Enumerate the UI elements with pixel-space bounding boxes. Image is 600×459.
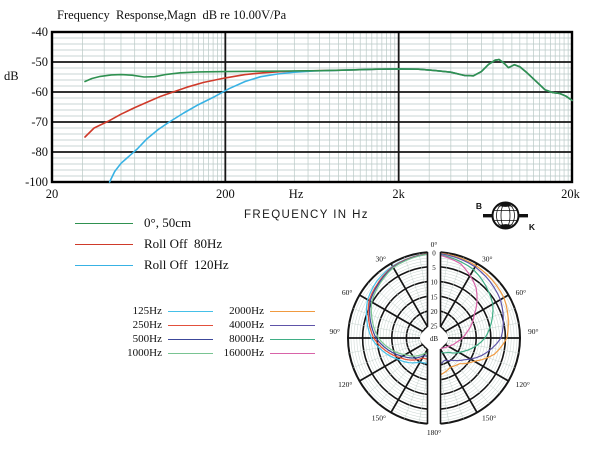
polar-pattern-plot: 0 5 10 15 20 25 dB 0° 180° 30° 30° 60° 60° 90° 90° 120°… <box>330 240 539 437</box>
polar-spoke-minor <box>443 282 501 330</box>
polar-spoke-minor <box>367 282 425 330</box>
y-tick-label: -100 <box>25 175 48 189</box>
polar-angle-label: 30° <box>482 254 493 263</box>
polar-spoke-major <box>439 263 478 328</box>
bk-logo-globe <box>491 201 520 230</box>
y-tick-label: -60 <box>31 85 48 99</box>
y-axis-unit-label: dB <box>4 69 19 83</box>
polar-curve-2000hz <box>433 252 509 378</box>
polar-radial-tick-label: 0 <box>432 250 436 258</box>
polar-radial-tick-label: 5 <box>432 264 436 272</box>
response-curve-0-50cm <box>84 58 573 102</box>
polar-spoke-minor <box>353 308 422 334</box>
polar-center-label: dB <box>430 335 439 343</box>
polar-angle-label: 180° <box>427 428 441 437</box>
polar-angle-label: 0° <box>431 240 438 249</box>
bk-logo-letter-k: K <box>529 222 536 232</box>
y-tick-label: -50 <box>31 55 48 69</box>
polar-legend-swatch-line <box>270 311 315 312</box>
polar-spoke-major <box>444 343 509 382</box>
frequency-chart-grid <box>50 30 574 184</box>
polar-spoke-major <box>390 263 429 328</box>
polar-angle-label: 30° <box>376 254 387 263</box>
polar-legend-label: 125Hz <box>132 305 162 317</box>
polar-radial-tick-label: 15 <box>431 293 439 301</box>
polar-angle-label: 120° <box>516 380 530 389</box>
polar-legend-label: 2000Hz <box>229 305 264 317</box>
polar-spoke-minor <box>349 340 422 354</box>
polar-legend-swatch-line <box>270 339 315 340</box>
polar-spoke-major <box>439 348 478 413</box>
polar-spoke-minor <box>443 346 501 394</box>
polar-legend-swatch-line <box>168 325 213 326</box>
legend-label: Roll Off 120Hz <box>144 257 229 272</box>
polar-spoke-minor <box>438 257 464 326</box>
legend-swatch-line <box>75 223 133 224</box>
polar-angle-label: 150° <box>372 414 386 423</box>
bk-logo-south-cap <box>500 224 511 228</box>
polar-legend-label: 500Hz <box>132 333 162 345</box>
polar-angle-label: 60° <box>342 288 353 297</box>
polar-spoke-minor <box>404 350 430 419</box>
polar-legend-label: 8000Hz <box>229 333 264 345</box>
x-tick-label: 20k <box>561 187 580 201</box>
polar-legend-label: 4000Hz <box>229 319 264 331</box>
polar-spoke-major <box>390 348 429 413</box>
polar-legend-swatch-line <box>168 339 213 340</box>
polar-legend-swatch-line <box>270 353 315 354</box>
frequency-chart-curves <box>84 58 573 183</box>
x-tick-label: 200 <box>215 187 235 201</box>
response-curve-roll-off-120hz <box>108 58 573 183</box>
bk-logo-letter-b: B <box>476 201 482 211</box>
polar-legend-swatch-line <box>168 311 213 312</box>
polar-spoke-minor <box>446 342 515 368</box>
bk-logo: B K <box>476 201 536 232</box>
y-tick-label: -80 <box>31 145 48 159</box>
polar-angle-label: 120° <box>338 380 352 389</box>
polar-angle-label: 150° <box>482 414 496 423</box>
polar-spoke-minor <box>367 346 425 394</box>
polar-curve-1000hz <box>370 252 435 357</box>
x-tick-label: 20 <box>45 187 59 201</box>
polar-spoke-major <box>444 294 509 333</box>
polar-spoke-minor <box>446 322 519 336</box>
polar-spoke-minor <box>349 322 422 336</box>
x-tick-label: 2k <box>392 187 405 201</box>
polar-spoke-major <box>359 343 424 382</box>
polar-spoke-minor <box>442 347 490 405</box>
chart-title: Frequency Response,Magn dB re 10.00V/Pa <box>57 8 287 22</box>
legend-swatch-line <box>75 265 133 266</box>
polar-legend-label: 250Hz <box>132 319 162 331</box>
x-tick-label: Hz <box>288 187 304 201</box>
x-axis-caption: FREQUENCY IN Hz <box>244 209 369 221</box>
polar-center-hole <box>420 328 448 348</box>
bk-logo-north-cap <box>500 203 511 207</box>
polar-curve-4000hz <box>433 252 504 370</box>
y-tick-label: -70 <box>31 115 48 129</box>
polar-legend-swatch-line <box>270 325 315 326</box>
plot-border <box>50 30 574 184</box>
polar-spoke-minor <box>446 340 519 354</box>
y-tick-label: -40 <box>31 25 48 39</box>
polar-curve-8000hz <box>433 253 494 358</box>
polar-legend-label: 16000Hz <box>223 347 264 359</box>
legend-label: 0°, 50cm <box>144 215 192 230</box>
polar-spoke-minor <box>378 271 426 329</box>
polar-radial-tick-label: 25 <box>431 323 439 331</box>
polar-angle-label: 60° <box>516 288 527 297</box>
legend-swatch-line <box>75 244 133 245</box>
polar-legend-label: 1000Hz <box>127 347 162 359</box>
polar-radial-tick-label: 20 <box>431 308 439 316</box>
polar-spoke-minor <box>442 271 490 329</box>
polar-legend-swatch-line <box>168 353 213 354</box>
legend-label: Roll Off 80Hz <box>144 236 223 251</box>
polar-spoke-minor <box>404 257 430 326</box>
polar-angle-label: 90° <box>330 327 341 336</box>
polar-radial-tick-label: 10 <box>431 279 439 287</box>
polar-angle-label: 90° <box>528 327 539 336</box>
